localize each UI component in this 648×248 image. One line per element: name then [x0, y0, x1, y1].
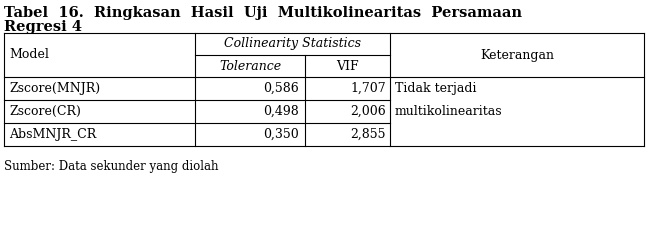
Text: Tidak terjadi: Tidak terjadi	[395, 82, 476, 95]
Text: Collinearity Statistics: Collinearity Statistics	[224, 37, 361, 51]
Text: 2,006: 2,006	[351, 105, 386, 118]
Text: Model: Model	[9, 49, 49, 62]
Text: multikolinearitas: multikolinearitas	[395, 105, 503, 118]
Text: Keterangan: Keterangan	[480, 49, 554, 62]
Text: VIF: VIF	[336, 60, 359, 72]
Text: Zscore(MNJR): Zscore(MNJR)	[9, 82, 100, 95]
Text: Tolerance: Tolerance	[219, 60, 281, 72]
Text: Regresi 4: Regresi 4	[4, 20, 82, 34]
Text: 0,586: 0,586	[263, 82, 299, 95]
Text: Zscore(CR): Zscore(CR)	[9, 105, 81, 118]
Text: 0,498: 0,498	[263, 105, 299, 118]
Text: Sumber: Data sekunder yang diolah: Sumber: Data sekunder yang diolah	[4, 160, 218, 173]
Text: Tabel  16.  Ringkasan  Hasil  Uji  Multikolinearitas  Persamaan: Tabel 16. Ringkasan Hasil Uji Multikolin…	[4, 6, 522, 20]
Text: 2,855: 2,855	[351, 128, 386, 141]
Text: 1,707: 1,707	[351, 82, 386, 95]
Text: 0,350: 0,350	[263, 128, 299, 141]
Text: AbsMNJR_CR: AbsMNJR_CR	[9, 128, 97, 141]
